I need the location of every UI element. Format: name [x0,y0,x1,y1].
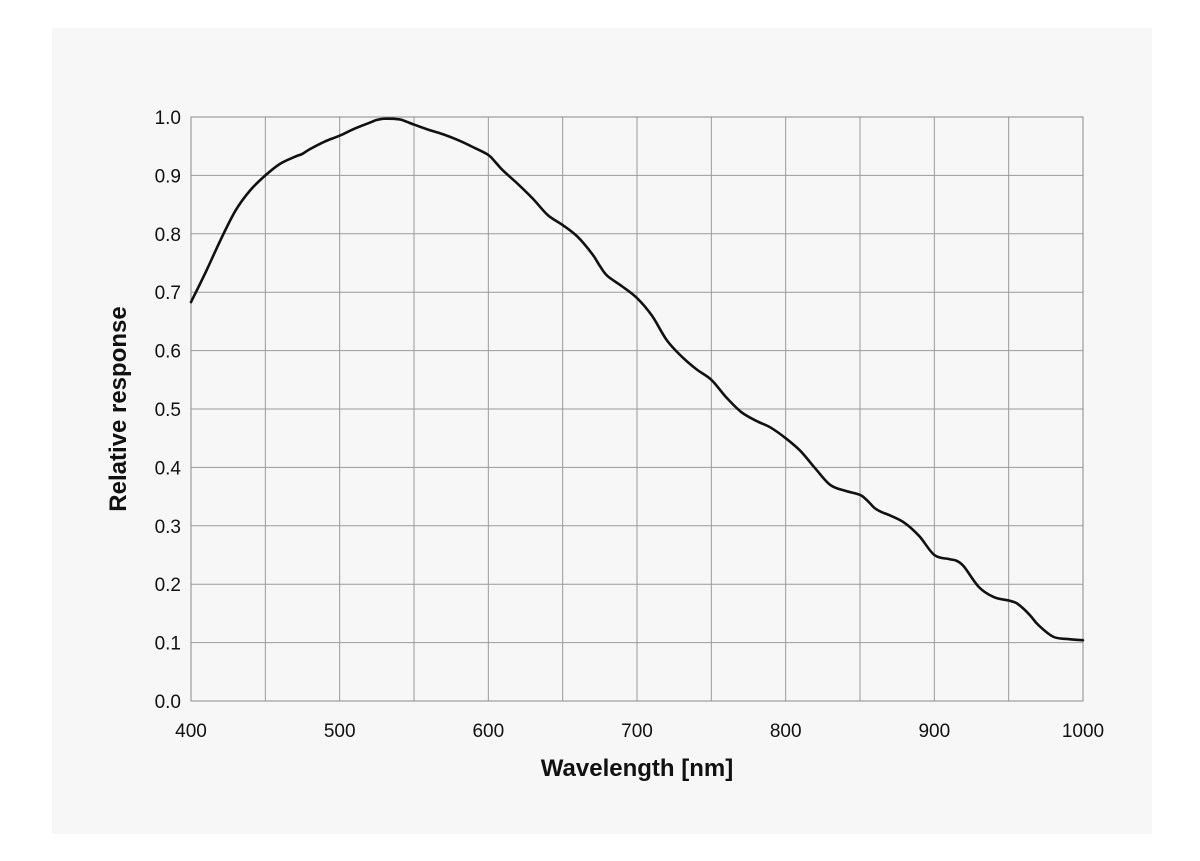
y-tick-label: 0.6 [155,342,181,363]
x-axis-ticks: 400 500 600 700 800 900 1000 [175,721,1104,742]
y-tick-label: 0.2 [155,575,181,596]
x-tick-label: 600 [472,721,504,742]
x-tick-label: 900 [918,721,950,742]
chart-panel: 0.0 0.1 0.2 0.3 0.4 0.5 0.6 0.7 0.8 0.9 1.0 400 500… [52,28,1152,834]
x-tick-label: 1000 [1062,721,1104,742]
y-tick-label: 0.3 [155,517,181,538]
y-tick-label: 0.0 [155,692,181,713]
plot-area-frame [190,116,1084,702]
x-tick-label: 500 [324,721,356,742]
x-tick-label: 700 [621,721,653,742]
line-chart: 0.0 0.1 0.2 0.3 0.4 0.5 0.6 0.7 0.8 0.9 1.0 400 500… [105,108,1104,782]
y-tick-label: 0.1 [155,634,181,655]
series-line [189,117,1085,642]
y-axis-ticks: 0.0 0.1 0.2 0.3 0.4 0.5 0.6 0.7 0.8 0.9 1.0 [155,108,182,713]
y-tick-label: 0.5 [155,400,181,421]
x-tick-label: 400 [175,721,207,742]
y-tick-label: 1.0 [155,108,181,129]
y-axis-title: Relative response [105,306,132,511]
y-tick-label: 0.8 [155,225,181,246]
x-axis-title: Wavelength [nm] [541,755,733,782]
x-tick-label: 800 [770,721,802,742]
y-tick-label: 0.4 [155,458,182,479]
y-tick-label: 0.9 [155,166,181,187]
y-tick-label: 0.7 [155,283,181,304]
grid [190,116,1084,702]
